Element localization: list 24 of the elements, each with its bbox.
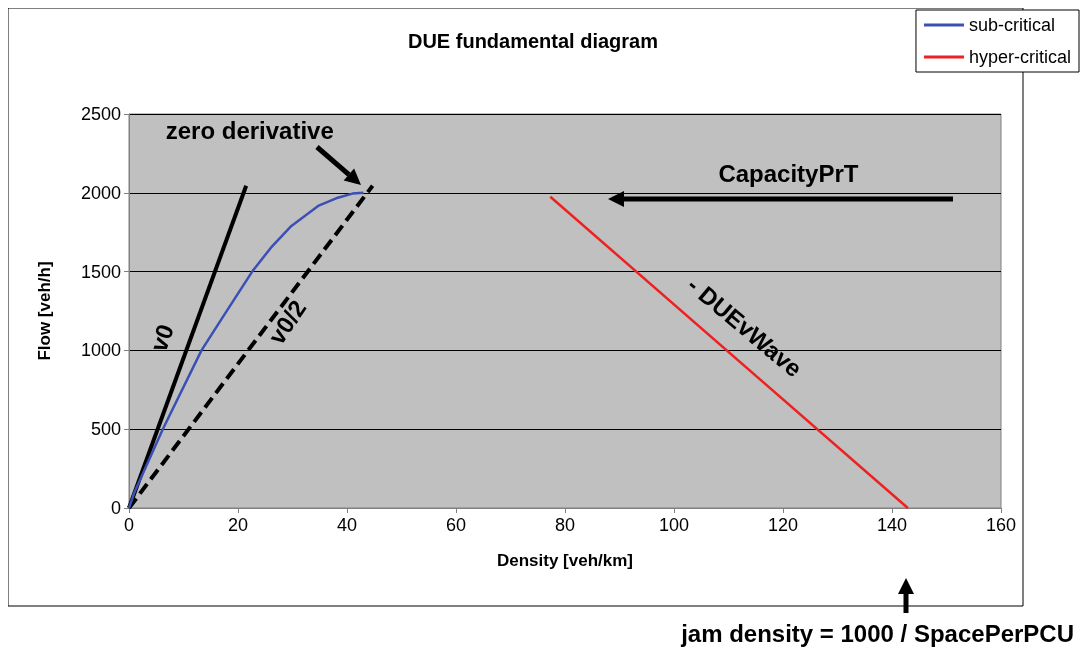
- annotation: v0: [144, 320, 179, 355]
- x-tick-label: 0: [123, 515, 135, 535]
- y-axis-title: Flow [veh/h]: [35, 261, 54, 361]
- y-tick-label: 1000: [80, 340, 121, 361]
- x-tick-label: 140: [876, 515, 908, 535]
- y-tick-label: 0: [110, 498, 121, 518]
- x-tick-label: 80: [554, 515, 576, 535]
- x-tick-label: 20: [227, 515, 249, 535]
- y-tick-label: 2500: [80, 104, 121, 124]
- x-tick-label: 100: [658, 515, 690, 535]
- text: jam density = 1000 / SpacePerPCU: [680, 619, 1074, 647]
- y-tick-label: 500: [90, 419, 121, 440]
- x-tick-label: 160: [985, 515, 1017, 535]
- chart-title: DUE fundamental diagram: [407, 30, 659, 52]
- x-tick-label: 40: [336, 515, 358, 535]
- y-tick-label: 2000: [80, 182, 121, 203]
- y-tick-label: 1500: [80, 261, 121, 282]
- annotation: zero derivative: [165, 117, 334, 145]
- x-tick-label: 120: [767, 515, 799, 535]
- legend-label: hyper-critical: [968, 47, 1072, 67]
- x-axis-title: Density [veh/km]: [496, 551, 634, 570]
- legend-label: sub-critical: [968, 15, 1056, 35]
- annotation: CapacityPrT: [718, 159, 859, 187]
- x-tick-label: 60: [445, 515, 467, 535]
